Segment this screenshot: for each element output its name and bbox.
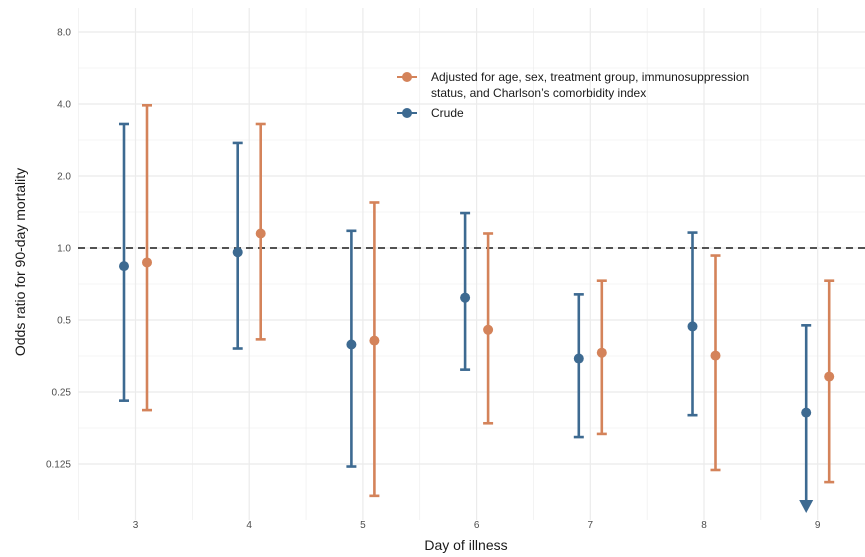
data-point <box>460 292 471 303</box>
data-point <box>710 350 721 361</box>
y-tick-label: 4.0 <box>57 100 71 111</box>
legend-key-marker-crude <box>402 108 412 118</box>
data-point <box>687 321 698 332</box>
legend-label-adjusted-line-1: Adjusted for age, sex, treatment group, … <box>431 70 749 84</box>
data-point <box>346 339 357 350</box>
data-point <box>369 335 380 346</box>
data-point <box>483 324 494 335</box>
y-tick-label: 0.5 <box>57 316 71 327</box>
x-tick-label: 4 <box>246 520 252 531</box>
legend-item-crude: Crude <box>397 106 464 120</box>
plot-marks <box>119 104 835 513</box>
data-point <box>232 247 243 258</box>
legend: Adjusted for age, sex, treatment group, … <box>397 70 749 120</box>
data-point <box>573 353 584 364</box>
y-tick-label: 8.0 <box>57 28 71 39</box>
tick-labels: 0.125 0.25 0.5 1.0 2.0 4.0 8.0 3 4 5 6 7 8 9 <box>46 28 821 532</box>
data-point <box>255 228 266 239</box>
truncation-arrow <box>799 500 814 513</box>
x-tick-label: 8 <box>701 520 707 531</box>
x-tick-label: 9 <box>815 520 821 531</box>
y-tick-label: 0.25 <box>52 388 72 399</box>
series-crude <box>119 122 814 513</box>
series-adjusted <box>142 104 835 498</box>
data-point <box>596 347 607 358</box>
data-point <box>801 407 812 418</box>
x-axis-title: Day of illness <box>424 537 507 553</box>
x-tick-label: 7 <box>588 520 594 531</box>
data-point <box>824 371 835 382</box>
x-tick-label: 6 <box>474 520 480 531</box>
y-axis-title: Odds ratio for 90-day mortality <box>12 168 28 356</box>
legend-label-crude: Crude <box>431 106 464 120</box>
x-tick-label: 5 <box>360 520 366 531</box>
y-tick-label: 1.0 <box>57 244 71 255</box>
y-tick-label: 0.125 <box>46 460 71 471</box>
data-point <box>119 261 129 272</box>
grid <box>78 8 865 520</box>
x-tick-label: 3 <box>133 520 139 531</box>
data-point <box>142 257 152 268</box>
legend-key-marker-adjusted <box>402 72 412 82</box>
legend-item-adjusted: Adjusted for age, sex, treatment group, … <box>397 70 749 100</box>
legend-label-adjusted-line-2: status, and Charlson’s comorbidity index <box>431 86 646 100</box>
y-tick-label: 2.0 <box>57 172 71 183</box>
